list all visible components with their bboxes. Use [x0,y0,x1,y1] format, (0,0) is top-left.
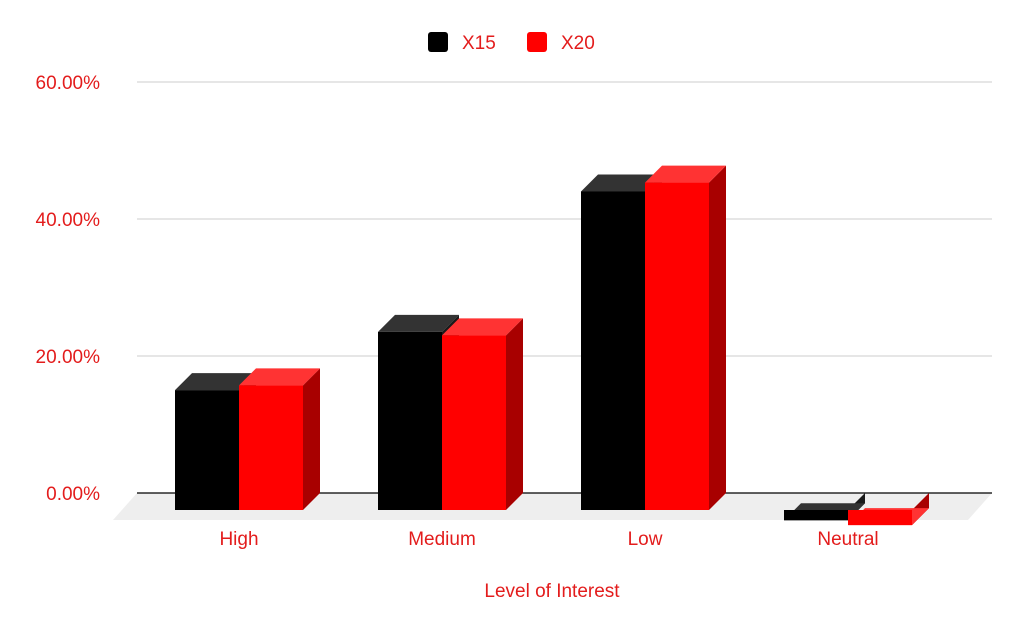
y-tick-label: 60.00% [36,73,101,94]
bar-front [848,510,912,526]
x-tick-label: High [219,529,258,550]
bar [848,493,929,526]
y-axis-ticks: 0.00% 20.00% 40.00% 60.00% [36,73,101,505]
bar-top [581,174,662,192]
y-tick-label: 0.00% [46,484,100,505]
bar-side [709,165,726,510]
floor-plane [113,493,992,520]
bar-top [175,373,256,391]
bar [378,314,459,510]
x-axis-title: Level of Interest [484,581,620,602]
bar [645,165,726,510]
bar-side [303,368,320,510]
bar-front [442,335,506,510]
bar-top [442,318,523,336]
bar-top [378,314,459,332]
bar [239,368,320,510]
legend-swatch [527,32,547,52]
legend-label: X15 [462,33,496,54]
x-tick-label: Neutral [817,529,878,550]
legend-item: X20 [527,32,595,54]
bar-front [378,331,442,510]
bar [442,318,523,510]
bar-front [784,510,848,521]
bar-front [239,385,303,510]
bars [175,165,929,526]
x-tick-label: Low [628,529,663,550]
y-tick-label: 20.00% [36,347,101,368]
bar-front [581,191,645,510]
legend: X15 X20 [428,32,595,54]
x-axis-ticks: High Medium Low Neutral [219,529,878,550]
bar-top [645,165,726,183]
bar-front [175,390,239,510]
bar-side [506,318,523,510]
chart-floor [113,493,992,520]
x-tick-label: Medium [408,529,476,550]
y-tick-label: 40.00% [36,210,101,231]
bar-front [645,182,709,510]
bar-top [239,368,320,386]
legend-swatch [428,32,448,52]
legend-item: X15 [428,32,496,54]
legend-label: X20 [561,33,595,54]
